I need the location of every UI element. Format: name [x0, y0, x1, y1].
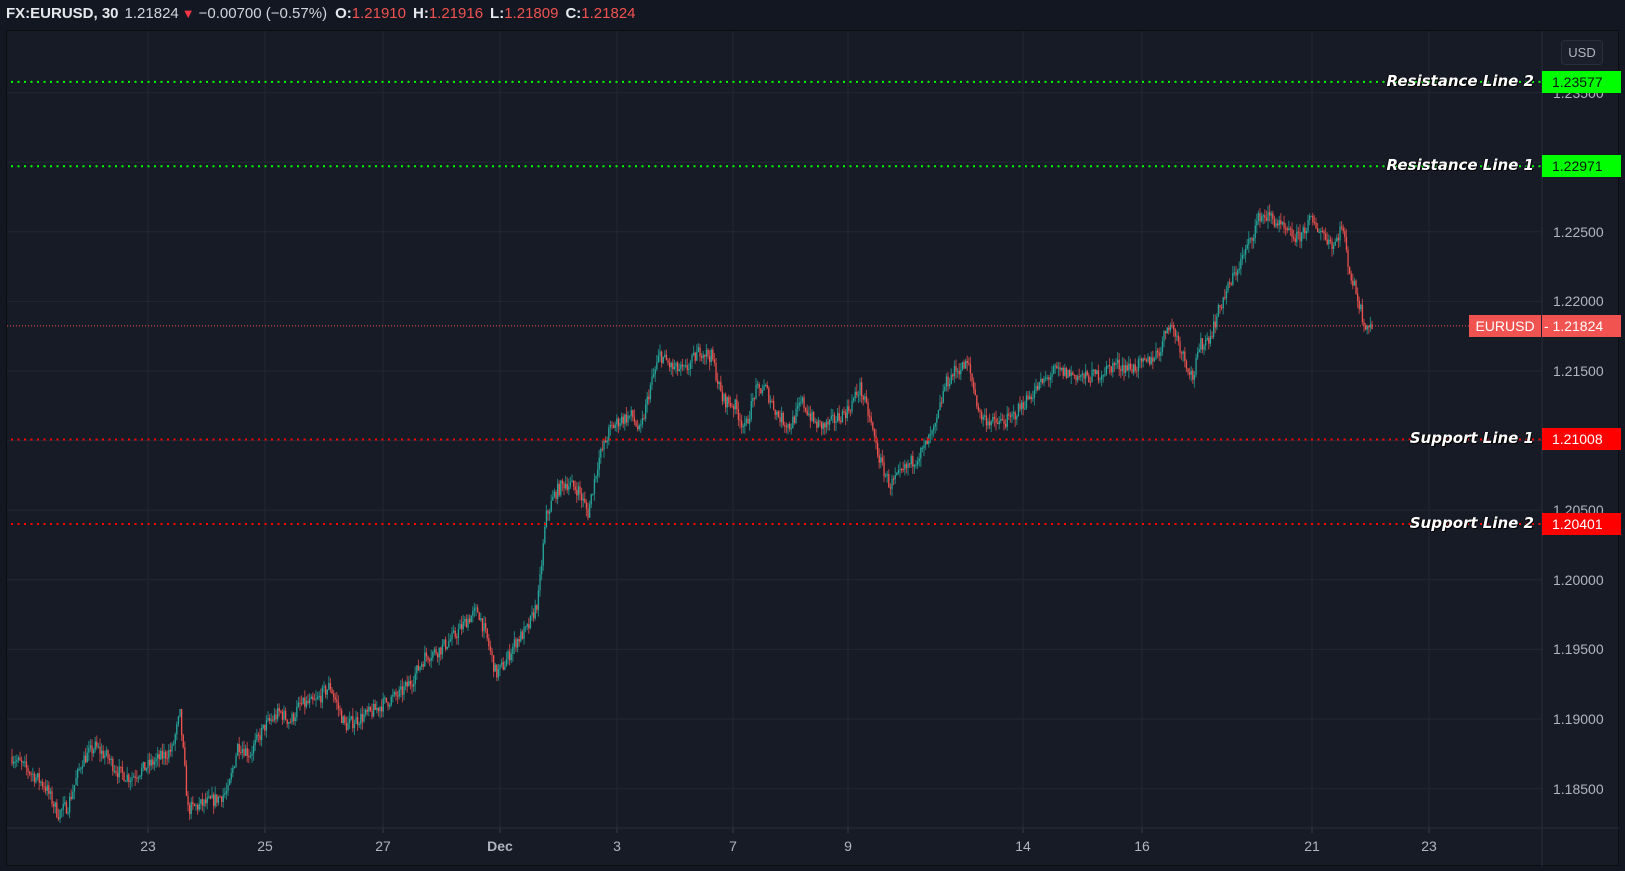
x-axis-tick-label: 23	[1421, 838, 1437, 854]
y-axis-tick-label: 1.21500	[1553, 363, 1604, 379]
high-label: H:	[412, 4, 429, 22]
x-axis-tick-label: 21	[1304, 838, 1320, 854]
support-price-tag: 1.20401	[1542, 512, 1621, 535]
open-label: O:	[335, 4, 352, 22]
support-line-label: Support Line 2	[1409, 513, 1534, 532]
x-axis-tick-label: 25	[257, 838, 273, 854]
x-axis-tick-label: Dec	[487, 838, 513, 854]
x-axis-tick-label: 9	[844, 838, 852, 854]
close-label: C:	[565, 4, 582, 22]
symbol-price-tag: EURUSD	[1469, 314, 1541, 337]
high-value: 1.21916	[428, 4, 484, 22]
resistance-price-tag: 1.23577	[1542, 70, 1621, 93]
low-label: L:	[490, 4, 505, 22]
resistance-price-tag: 1.22971	[1542, 155, 1621, 178]
down-arrow-icon: ▼	[181, 5, 195, 21]
currency-unit-button[interactable]: USD	[1561, 40, 1603, 65]
x-axis-tick-label: 16	[1134, 838, 1150, 854]
last-price-tag: - 1.21824	[1542, 314, 1621, 337]
chart-legend-header: FX:EURUSD, 30 1.21824 ▼ −0.00700 (−0.57%…	[0, 0, 1625, 26]
resistance-line-label: Resistance Line 2	[1386, 71, 1534, 90]
y-axis-tick-label: 1.22000	[1553, 293, 1604, 310]
y-axis-tick-label: 1.22500	[1553, 223, 1604, 240]
y-axis-tick-label: 1.18500	[1553, 780, 1604, 797]
price-change: −0.00700 (−0.57%)	[198, 4, 328, 22]
close-value: 1.21824	[581, 4, 636, 22]
support-line-label: Support Line 1	[1409, 429, 1534, 448]
candles	[11, 204, 1373, 824]
x-axis-tick-label: 7	[729, 838, 737, 854]
y-axis-tick-label: 1.19500	[1553, 641, 1604, 658]
y-axis-tick-label: 1.20000	[1553, 571, 1604, 588]
low-value: 1.21809	[504, 4, 559, 22]
last-price: 1.21824	[124, 4, 179, 22]
symbol-title[interactable]: FX:EURUSD, 30	[6, 4, 119, 22]
x-axis-tick-label: 3	[613, 838, 621, 854]
x-axis-tick-label: 14	[1015, 838, 1031, 854]
y-axis-tick-label: 1.19000	[1553, 711, 1604, 727]
resistance-line-label: Resistance Line 1	[1386, 156, 1534, 175]
chart-pane[interactable]	[6, 30, 1619, 866]
open-value: 1.21910	[351, 4, 406, 22]
support-price-tag: 1.21008	[1542, 428, 1621, 451]
x-axis-tick-label: 27	[375, 838, 391, 854]
x-axis-tick-label: 23	[140, 838, 156, 854]
